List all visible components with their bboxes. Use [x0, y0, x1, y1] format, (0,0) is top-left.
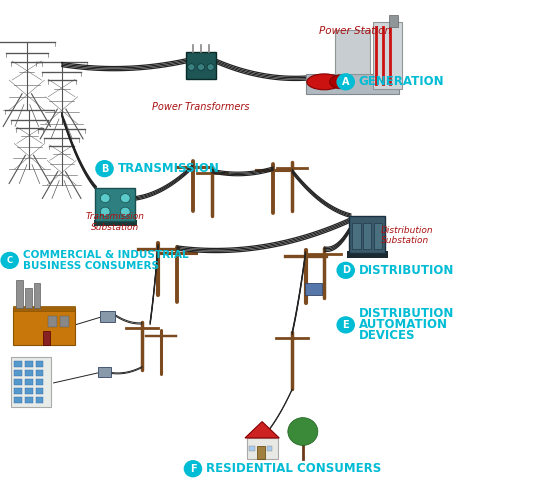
- Bar: [95, 188, 135, 221]
- Text: C: C: [6, 256, 13, 265]
- Bar: [349, 216, 385, 253]
- Circle shape: [197, 64, 205, 70]
- Bar: [14, 397, 22, 403]
- Bar: [352, 223, 361, 249]
- Bar: [335, 30, 370, 74]
- Ellipse shape: [330, 75, 351, 89]
- Circle shape: [188, 64, 195, 70]
- Bar: [60, 316, 69, 327]
- Polygon shape: [245, 422, 279, 438]
- Bar: [16, 280, 23, 308]
- Ellipse shape: [307, 74, 342, 90]
- Circle shape: [121, 207, 130, 216]
- Bar: [14, 361, 22, 367]
- Bar: [100, 311, 115, 322]
- Circle shape: [337, 74, 354, 90]
- Bar: [257, 446, 265, 459]
- Bar: [13, 306, 75, 311]
- Bar: [34, 283, 40, 308]
- Bar: [36, 370, 43, 376]
- Bar: [306, 74, 399, 94]
- Bar: [267, 446, 272, 451]
- Circle shape: [121, 193, 130, 203]
- Bar: [25, 361, 33, 367]
- Bar: [305, 283, 322, 295]
- Text: Power Transformers: Power Transformers: [152, 102, 250, 112]
- Text: D: D: [342, 265, 349, 275]
- Text: A: A: [342, 77, 349, 87]
- Bar: [11, 357, 51, 407]
- Bar: [36, 379, 43, 385]
- Bar: [389, 15, 398, 27]
- Bar: [13, 308, 75, 345]
- Bar: [36, 397, 43, 403]
- Text: BUSINESS CONSUMERS: BUSINESS CONSUMERS: [23, 261, 159, 271]
- Bar: [98, 367, 111, 377]
- Bar: [14, 370, 22, 376]
- Bar: [247, 438, 278, 459]
- Text: B: B: [101, 164, 108, 174]
- Text: GENERATION: GENERATION: [359, 75, 444, 88]
- Text: TRANSMISSION: TRANSMISSION: [117, 162, 219, 175]
- Bar: [93, 220, 137, 226]
- Text: E: E: [343, 320, 349, 330]
- Text: DEVICES: DEVICES: [359, 329, 415, 342]
- Text: Distribution
Substation: Distribution Substation: [381, 226, 433, 245]
- Circle shape: [184, 461, 202, 477]
- Bar: [374, 223, 382, 249]
- Bar: [14, 388, 22, 394]
- Text: Transmission
Substation: Transmission Substation: [86, 212, 145, 232]
- Circle shape: [1, 252, 18, 268]
- Bar: [25, 397, 33, 403]
- Text: RESIDENTIAL CONSUMERS: RESIDENTIAL CONSUMERS: [206, 462, 381, 475]
- Text: DISTRIBUTION: DISTRIBUTION: [359, 264, 454, 277]
- Text: DISTRIBUTION: DISTRIBUTION: [359, 308, 454, 320]
- Bar: [36, 361, 43, 367]
- Bar: [43, 331, 50, 345]
- Circle shape: [100, 207, 110, 216]
- Text: Power Station: Power Station: [319, 26, 391, 36]
- Circle shape: [96, 161, 113, 177]
- Bar: [373, 22, 402, 89]
- Circle shape: [100, 193, 110, 203]
- Bar: [48, 316, 57, 327]
- Text: F: F: [190, 464, 196, 474]
- Circle shape: [337, 262, 354, 278]
- Bar: [347, 251, 388, 258]
- Circle shape: [288, 418, 318, 445]
- Bar: [249, 446, 255, 451]
- Bar: [14, 379, 22, 385]
- Bar: [36, 388, 43, 394]
- Bar: [25, 370, 33, 376]
- Circle shape: [207, 64, 214, 70]
- Bar: [25, 388, 33, 394]
- Text: COMMERCIAL & INDUSTRIAL: COMMERCIAL & INDUSTRIAL: [23, 250, 188, 260]
- Bar: [363, 223, 371, 249]
- Bar: [187, 52, 215, 79]
- Text: AUTOMATION: AUTOMATION: [359, 318, 448, 331]
- Bar: [25, 379, 33, 385]
- Bar: [25, 288, 32, 308]
- Circle shape: [337, 317, 354, 333]
